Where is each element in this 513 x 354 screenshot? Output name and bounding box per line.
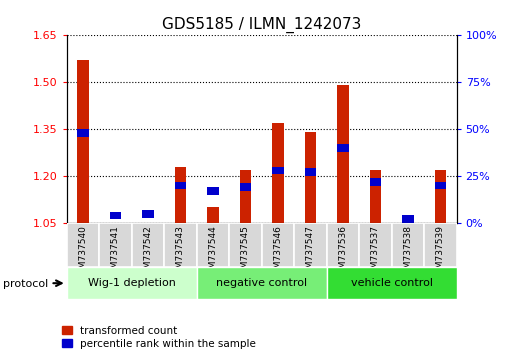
Bar [402, 215, 413, 223]
Bar [370, 170, 381, 223]
Bar [305, 169, 316, 176]
Bar [327, 223, 359, 267]
Bar [262, 223, 294, 267]
Bar [67, 223, 99, 267]
Text: GSM737541: GSM737541 [111, 225, 120, 280]
Text: negative control: negative control [216, 278, 307, 288]
Text: GSM737539: GSM737539 [436, 225, 445, 280]
Bar [175, 167, 186, 223]
Text: GSM737545: GSM737545 [241, 225, 250, 280]
Bar [424, 223, 457, 267]
Bar [272, 123, 284, 223]
Text: vehicle control: vehicle control [350, 278, 432, 288]
Legend: transformed count, percentile rank within the sample: transformed count, percentile rank withi… [62, 326, 256, 349]
Text: Wig-1 depletion: Wig-1 depletion [88, 278, 175, 288]
Bar [337, 144, 348, 152]
Bar [240, 170, 251, 223]
Bar [294, 223, 327, 267]
Bar [359, 223, 391, 267]
Bar [99, 223, 132, 267]
Text: GSM737542: GSM737542 [144, 225, 152, 280]
Bar [164, 223, 196, 267]
Bar [327, 267, 457, 299]
Bar [240, 183, 251, 191]
Bar [272, 167, 284, 175]
Bar [142, 210, 153, 218]
Bar [370, 178, 381, 185]
Bar [435, 170, 446, 223]
Bar [175, 182, 186, 189]
Text: GSM737540: GSM737540 [78, 225, 87, 280]
Bar [77, 61, 89, 223]
Bar [132, 223, 164, 267]
Bar [77, 129, 89, 137]
Bar [110, 212, 121, 219]
Bar [67, 267, 196, 299]
Bar [391, 223, 424, 267]
Text: protocol: protocol [3, 279, 48, 289]
Text: GSM737537: GSM737537 [371, 225, 380, 280]
Bar [196, 267, 327, 299]
Text: GSM737538: GSM737538 [403, 225, 412, 280]
Text: GSM737543: GSM737543 [176, 225, 185, 280]
Bar [337, 85, 348, 223]
Text: GSM737546: GSM737546 [273, 225, 282, 280]
Text: GSM737544: GSM737544 [208, 225, 218, 280]
Bar [435, 182, 446, 189]
Bar [207, 187, 219, 195]
Bar [196, 223, 229, 267]
Bar [402, 217, 413, 223]
Text: GSM737547: GSM737547 [306, 225, 315, 280]
Text: GSM737536: GSM737536 [339, 225, 347, 280]
Title: GDS5185 / ILMN_1242073: GDS5185 / ILMN_1242073 [162, 16, 361, 33]
Bar [207, 207, 219, 223]
Bar [229, 223, 262, 267]
Bar [305, 132, 316, 223]
